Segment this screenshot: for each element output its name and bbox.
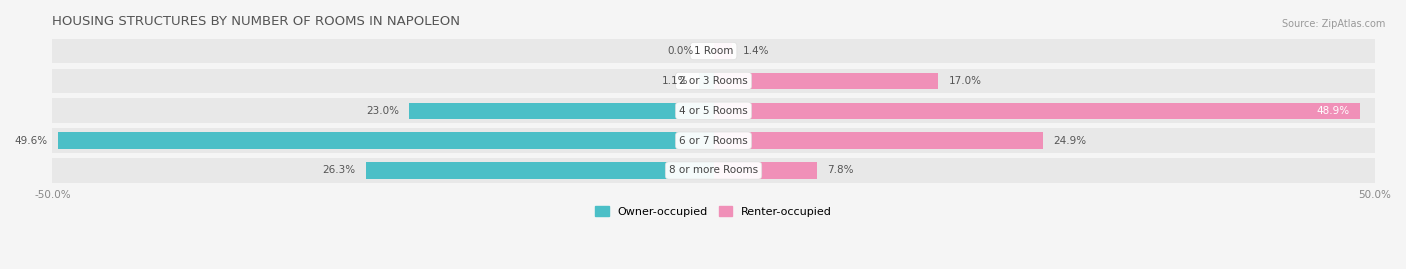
Text: 23.0%: 23.0% <box>366 106 399 116</box>
Text: 8 or more Rooms: 8 or more Rooms <box>669 165 758 175</box>
Text: 1 Room: 1 Room <box>693 46 733 56</box>
Text: 17.0%: 17.0% <box>949 76 981 86</box>
Text: 1.1%: 1.1% <box>662 76 689 86</box>
Text: 4 or 5 Rooms: 4 or 5 Rooms <box>679 106 748 116</box>
Text: HOUSING STRUCTURES BY NUMBER OF ROOMS IN NAPOLEON: HOUSING STRUCTURES BY NUMBER OF ROOMS IN… <box>52 15 461 28</box>
Text: 26.3%: 26.3% <box>322 165 356 175</box>
Bar <box>713 162 817 179</box>
Bar <box>409 102 713 119</box>
Bar <box>52 128 1375 153</box>
Bar <box>52 98 1375 123</box>
Text: 48.9%: 48.9% <box>1316 106 1350 116</box>
Text: 1.4%: 1.4% <box>742 46 769 56</box>
Text: 2 or 3 Rooms: 2 or 3 Rooms <box>679 76 748 86</box>
Bar <box>713 132 1043 149</box>
Text: 49.6%: 49.6% <box>14 136 48 146</box>
Bar <box>699 73 713 89</box>
Bar <box>52 69 1375 93</box>
Bar <box>52 39 1375 63</box>
Legend: Owner-occupied, Renter-occupied: Owner-occupied, Renter-occupied <box>591 202 837 222</box>
Text: 6 or 7 Rooms: 6 or 7 Rooms <box>679 136 748 146</box>
Text: 24.9%: 24.9% <box>1053 136 1087 146</box>
Bar <box>52 158 1375 183</box>
Bar <box>713 102 1360 119</box>
Text: Source: ZipAtlas.com: Source: ZipAtlas.com <box>1281 19 1385 29</box>
Bar <box>713 73 938 89</box>
Bar <box>366 162 713 179</box>
Bar <box>58 132 713 149</box>
Text: 0.0%: 0.0% <box>668 46 693 56</box>
Bar <box>713 43 733 59</box>
Text: 7.8%: 7.8% <box>827 165 853 175</box>
